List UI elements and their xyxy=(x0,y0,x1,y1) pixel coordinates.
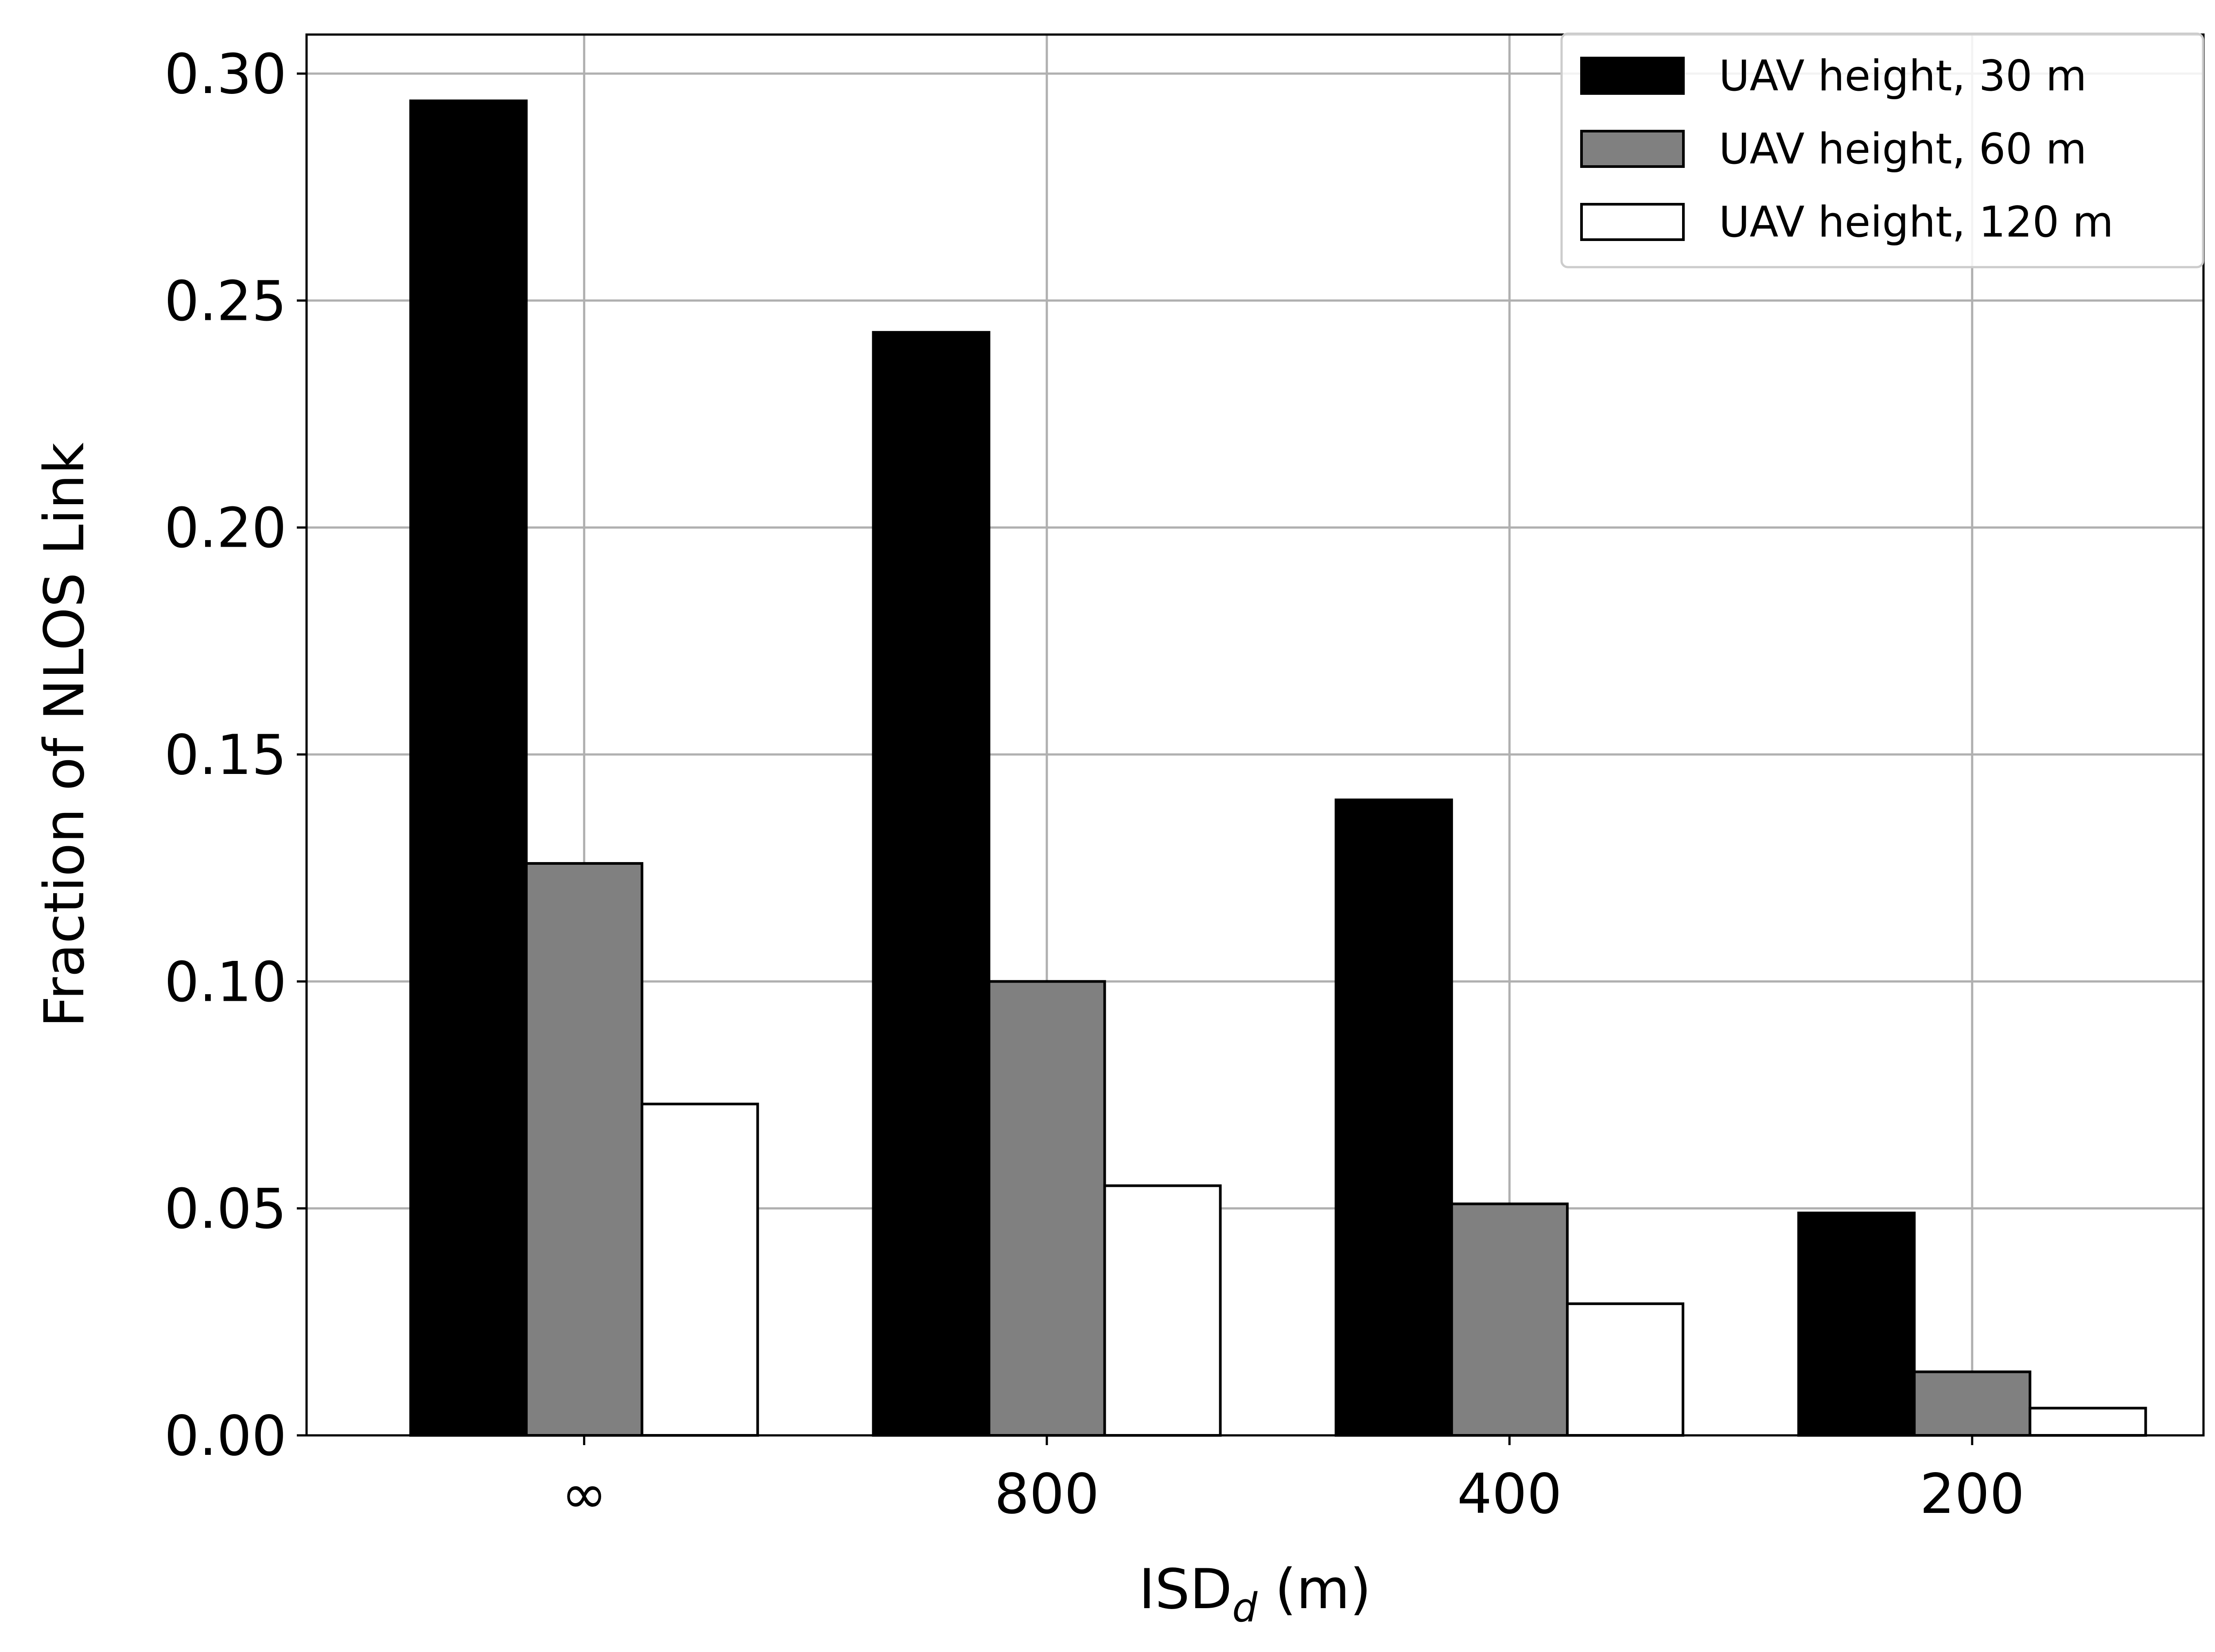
legend-swatch xyxy=(1580,130,1685,168)
y-tick-label: 0.10 xyxy=(164,950,287,1014)
bar xyxy=(872,331,991,1437)
bar xyxy=(641,1103,759,1437)
x-tick-label: ∞ xyxy=(561,1462,607,1526)
bars xyxy=(409,99,2147,1437)
bar xyxy=(1450,1202,1569,1437)
legend: UAV height, 30 m UAV height, 60 m UAV heig… xyxy=(1560,32,2204,268)
y-tick-label: 0.00 xyxy=(164,1404,287,1468)
bar xyxy=(1334,798,1453,1437)
plot-frame xyxy=(305,33,2205,1437)
bar xyxy=(2028,1407,2147,1437)
legend-label: UAV height, 60 m xyxy=(1719,125,2087,174)
legend-swatch xyxy=(1580,57,1685,95)
bar xyxy=(1797,1211,1916,1437)
x-tick-label: 200 xyxy=(1920,1462,2025,1526)
y-tick-label: 0.25 xyxy=(164,269,287,333)
axis-ticks: 0.00 0.05 0.10 0.15 0.20 0.25 0.30 ∞ 800 400 200 xyxy=(164,43,2025,1526)
legend-label: UAV height, 120 m xyxy=(1719,198,2114,247)
legend-label: UAV height, 30 m xyxy=(1719,52,2087,101)
legend-box xyxy=(1560,32,2204,268)
y-tick-label: 0.30 xyxy=(164,43,287,106)
x-axis-title: ISDd (m) xyxy=(1139,1558,1372,1631)
x-axis-title-main: ISD xyxy=(1139,1558,1232,1621)
y-tick-label: 0.15 xyxy=(164,723,287,787)
bar xyxy=(1913,1370,2032,1437)
bar xyxy=(1103,1184,1222,1437)
x-tick-label: 400 xyxy=(1457,1462,1562,1526)
x-axis-title-suffix: (m) xyxy=(1257,1558,1371,1621)
bar xyxy=(1566,1302,1685,1437)
x-tick-label: 800 xyxy=(995,1462,1100,1526)
legend-swatch xyxy=(1580,203,1685,241)
y-tick-label: 0.05 xyxy=(164,1178,287,1241)
y-axis-title: Fraction of NLOS Link xyxy=(33,443,97,1028)
y-tick-label: 0.20 xyxy=(164,497,287,560)
bar xyxy=(525,862,644,1437)
bar xyxy=(987,980,1106,1437)
x-axis-title-subscript: d xyxy=(1232,1585,1258,1631)
bar xyxy=(409,99,528,1437)
